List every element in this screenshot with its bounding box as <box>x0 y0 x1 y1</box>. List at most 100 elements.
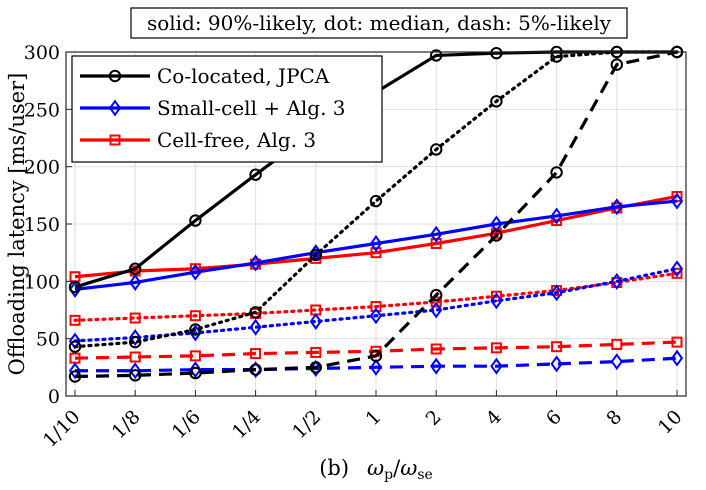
data-point <box>129 312 141 324</box>
legend: Co-located, JPCA Small-cell + Alg. 3 Cell-… <box>71 55 383 163</box>
legend-marker <box>109 134 121 146</box>
data-point <box>189 263 202 281</box>
y-tick-label: 150 <box>24 214 60 236</box>
data-point <box>309 361 322 374</box>
data-point <box>490 229 503 242</box>
legend-marker <box>108 69 122 83</box>
data-point <box>129 369 142 382</box>
data-point <box>550 284 563 302</box>
data-point <box>610 198 623 216</box>
series-2 <box>68 45 684 383</box>
annotation-text: solid: 90%-likely, dot: median, dash: 5%… <box>147 11 612 35</box>
data-point <box>430 343 442 355</box>
x-tick-label: 1/2 <box>288 406 325 443</box>
y-tick-label: 50 <box>36 329 60 351</box>
data-point <box>490 95 503 108</box>
data-point <box>490 292 503 310</box>
legend-marker <box>108 99 122 117</box>
annotation-box: solid: 90%-likely, dot: median, dash: 5%… <box>130 7 628 39</box>
y-tick-label: 100 <box>24 271 60 293</box>
x-tick-label: 8 <box>602 406 626 430</box>
data-point <box>370 301 382 313</box>
x-tick-label: 10 <box>654 406 687 439</box>
data-point <box>430 225 443 243</box>
data-point <box>68 340 82 353</box>
data-point <box>370 247 382 259</box>
x-label-omega-2: ω <box>400 456 417 480</box>
x-tick-label: 4 <box>482 406 506 430</box>
data-point <box>129 273 142 291</box>
data-point <box>610 353 623 371</box>
x-label-sub-p: p <box>384 467 393 483</box>
data-point <box>610 58 623 71</box>
x-tick-label: 2 <box>422 406 446 430</box>
x-label-slash: / <box>393 456 401 480</box>
data-point <box>249 363 262 376</box>
data-point <box>670 260 684 278</box>
data-point <box>249 254 262 272</box>
data-point <box>250 348 262 360</box>
data-point <box>430 296 442 308</box>
data-point <box>189 366 202 380</box>
data-point <box>430 143 443 156</box>
data-point <box>189 214 202 227</box>
data-point <box>430 237 442 249</box>
x-tick-label: 1/10 <box>39 406 85 452</box>
x-tick-label: 1/4 <box>228 406 265 443</box>
x-tick-label: 1/6 <box>168 406 205 443</box>
data-point <box>369 194 383 208</box>
series-line <box>74 50 678 379</box>
data-point <box>68 280 82 294</box>
y-tick-label: 0 <box>48 386 60 408</box>
y-tick-label: 200 <box>24 157 60 179</box>
data-point <box>551 341 563 353</box>
legend-item: Small-cell + Alg. 3 <box>80 96 346 120</box>
legend-item: Co-located, JPCA <box>80 64 330 88</box>
legend-item: Cell-free, Alg. 3 <box>80 128 316 152</box>
y-tick-label: 250 <box>24 99 60 121</box>
y-axis-label: Offloading latency [ms/user] <box>5 73 29 376</box>
data-point <box>369 307 383 325</box>
data-point <box>490 342 502 354</box>
data-point <box>189 323 202 336</box>
data-point <box>189 361 202 379</box>
data-point <box>129 329 142 347</box>
x-label-sub-se: se <box>417 467 432 483</box>
y-axis: 0 50 100 150 200 250 300 <box>24 42 72 408</box>
data-point <box>129 351 141 363</box>
data-point <box>670 349 684 367</box>
legend-label: Cell-free, Alg. 3 <box>157 128 316 152</box>
data-point <box>490 46 503 60</box>
data-point <box>671 336 683 348</box>
series-line <box>73 50 679 349</box>
data-point <box>670 192 684 210</box>
data-point <box>430 357 443 375</box>
x-tick-label: 6 <box>542 406 566 430</box>
y-tick-label: 300 <box>24 42 60 64</box>
data-point <box>611 338 623 350</box>
x-label-main: ω <box>367 456 384 480</box>
data-point <box>68 370 82 383</box>
x-axis: 1/10 1/8 1/6 1/4 1/2 1 2 4 6 8 10 <box>39 390 687 452</box>
data-point <box>550 207 563 225</box>
data-point <box>189 350 201 362</box>
legend-label: Small-cell + Alg. 3 <box>157 96 346 120</box>
series-line <box>74 194 678 279</box>
caption-prefix: (b) <box>319 456 349 480</box>
data-point <box>249 318 262 336</box>
data-point <box>309 248 322 262</box>
data-point <box>671 267 683 279</box>
data-point <box>69 314 81 326</box>
data-point <box>671 190 683 202</box>
data-point <box>189 310 201 322</box>
legend-label: Co-located, JPCA <box>157 64 330 88</box>
data-point <box>129 335 142 349</box>
x-axis-label: (b) ωp/ωse <box>319 456 433 483</box>
data-point <box>369 234 383 253</box>
data-point <box>430 301 443 319</box>
data-point <box>249 168 262 181</box>
x-tick-label: 1/8 <box>108 406 145 443</box>
series-1 <box>68 45 684 353</box>
data-point <box>129 362 142 380</box>
